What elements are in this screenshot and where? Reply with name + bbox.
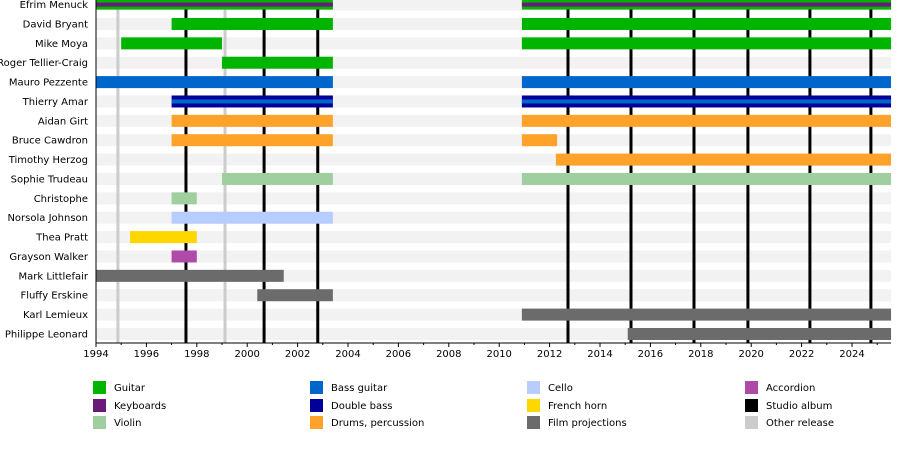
member-bar-stripe bbox=[171, 99, 333, 104]
member-bar bbox=[521, 172, 892, 185]
member-name: Bruce Cawdron bbox=[12, 136, 88, 147]
row-band bbox=[96, 231, 892, 244]
x-tick-label: 2010 bbox=[486, 349, 511, 360]
row-band bbox=[96, 289, 892, 302]
legend-label: Keyboards bbox=[114, 401, 166, 412]
member-bar-stripe bbox=[521, 99, 892, 104]
x-tick-label: 2004 bbox=[335, 349, 360, 360]
row-band bbox=[96, 56, 892, 69]
legend-swatch bbox=[310, 381, 323, 394]
member-name: Timothy Herzog bbox=[8, 155, 88, 166]
legend-label: Accordion bbox=[766, 383, 815, 394]
legend-swatch bbox=[310, 416, 323, 429]
member-bar bbox=[521, 76, 892, 89]
member-bar bbox=[627, 327, 892, 340]
legend-swatch bbox=[527, 399, 540, 412]
member-bar bbox=[171, 250, 197, 263]
member-name: Christophe bbox=[34, 194, 88, 205]
member-bar bbox=[171, 192, 197, 205]
x-tick-label: 1998 bbox=[184, 349, 209, 360]
x-tick-label: 1994 bbox=[83, 349, 108, 360]
row-band bbox=[96, 0, 892, 11]
member-name: Thierry Amar bbox=[22, 97, 89, 108]
member-bar bbox=[171, 114, 333, 127]
x-tick-label: 2022 bbox=[789, 349, 814, 360]
member-bar bbox=[222, 56, 333, 69]
member-bar bbox=[555, 153, 892, 166]
legend-label: Studio album bbox=[766, 401, 832, 412]
member-name: Grayson Walker bbox=[9, 252, 88, 263]
row-band bbox=[96, 192, 892, 205]
legend-label: Guitar bbox=[114, 383, 146, 394]
member-bar bbox=[171, 134, 333, 147]
member-name: David Bryant bbox=[23, 19, 88, 30]
member-bar bbox=[521, 308, 892, 321]
legend-swatch bbox=[93, 399, 106, 412]
member-bar bbox=[96, 76, 333, 89]
x-tick-label: 2006 bbox=[386, 349, 411, 360]
member-bar bbox=[521, 114, 892, 127]
member-name: Mike Moya bbox=[35, 39, 88, 50]
legend-label: Film projections bbox=[548, 418, 627, 429]
member-name: Philippe Leonard bbox=[5, 329, 88, 340]
member-bar bbox=[96, 269, 284, 282]
x-tick-label: 2014 bbox=[587, 349, 612, 360]
row-band bbox=[96, 269, 892, 282]
x-tick-label: 2018 bbox=[688, 349, 713, 360]
legend-swatch bbox=[527, 416, 540, 429]
legend-swatch bbox=[93, 416, 106, 429]
member-name: Roger Tellier-Craig bbox=[0, 58, 88, 69]
legend-swatch bbox=[310, 399, 323, 412]
legend-label: Bass guitar bbox=[331, 383, 388, 394]
x-tick-label: 2000 bbox=[234, 349, 259, 360]
member-name: Norsola Johnson bbox=[7, 213, 88, 224]
member-bar-stripe bbox=[521, 2, 892, 7]
x-tick-label: 2012 bbox=[537, 349, 562, 360]
legend-label: Drums, percussion bbox=[331, 418, 424, 429]
member-bar bbox=[521, 134, 558, 147]
member-bar bbox=[171, 211, 333, 224]
member-bar bbox=[121, 37, 222, 50]
legend-label: Cello bbox=[548, 383, 573, 394]
member-bar bbox=[521, 17, 892, 30]
member-name: Fluffy Erskine bbox=[20, 291, 88, 302]
legend-swatch bbox=[745, 416, 758, 429]
x-tick-label: 1996 bbox=[134, 349, 159, 360]
member-name: Sophie Trudeau bbox=[11, 174, 88, 185]
legend-swatch bbox=[93, 381, 106, 394]
member-name: Mauro Pezzente bbox=[9, 78, 88, 89]
legend-label: Violin bbox=[114, 418, 141, 429]
legend-swatch bbox=[745, 381, 758, 394]
member-bar bbox=[222, 172, 333, 185]
x-tick-label: 2008 bbox=[436, 349, 461, 360]
x-tick-label: 2002 bbox=[285, 349, 310, 360]
member-bar bbox=[171, 17, 333, 30]
member-name: Thea Pratt bbox=[35, 233, 88, 244]
x-tick-label: 2024 bbox=[839, 349, 864, 360]
member-name: Mark Littlefair bbox=[19, 271, 89, 282]
x-tick-label: 2020 bbox=[738, 349, 763, 360]
member-name: Aidan Girt bbox=[38, 116, 88, 127]
legend-swatch bbox=[745, 399, 758, 412]
member-bar bbox=[521, 37, 892, 50]
legend-swatch bbox=[527, 381, 540, 394]
member-name: Karl Lemieux bbox=[23, 310, 88, 321]
row-band bbox=[96, 250, 892, 263]
member-name: Efrim Menuck bbox=[20, 0, 89, 11]
x-tick-label: 2016 bbox=[638, 349, 663, 360]
legend-label: French horn bbox=[548, 401, 607, 412]
member-bar bbox=[257, 289, 333, 302]
member-bar bbox=[130, 231, 197, 244]
legend-label: Double bass bbox=[331, 401, 393, 412]
legend-label: Other release bbox=[766, 418, 834, 429]
member-bar-stripe bbox=[96, 2, 333, 7]
